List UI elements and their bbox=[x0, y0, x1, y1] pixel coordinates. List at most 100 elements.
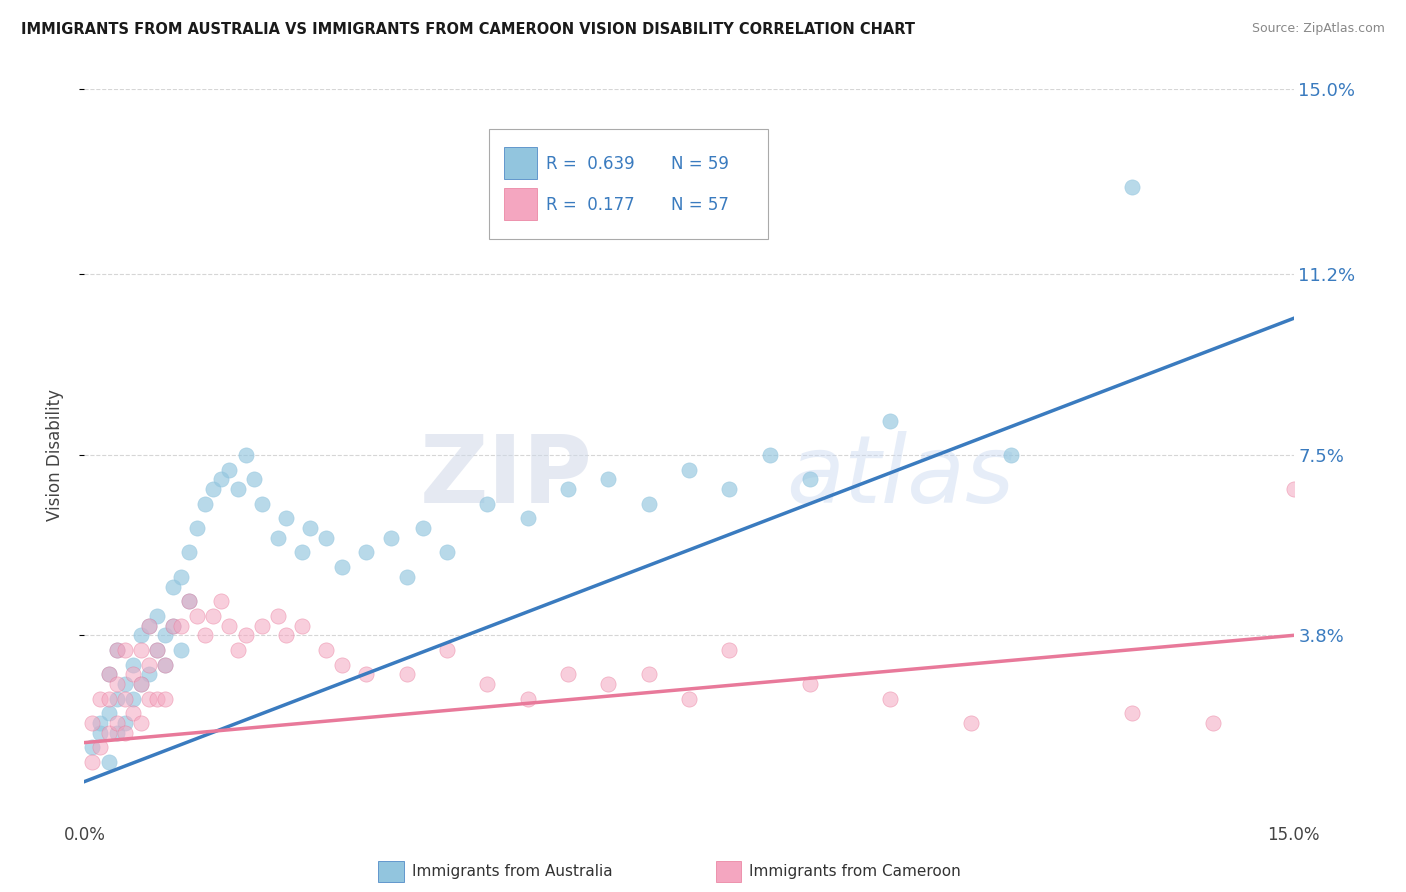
Point bbox=[97, 667, 120, 681]
Point bbox=[274, 511, 297, 525]
Point bbox=[477, 497, 499, 511]
Point bbox=[121, 657, 143, 672]
Point bbox=[678, 462, 700, 476]
FancyBboxPatch shape bbox=[489, 129, 768, 239]
Point bbox=[242, 472, 264, 486]
Point bbox=[436, 643, 458, 657]
Point bbox=[162, 580, 184, 594]
Point bbox=[146, 643, 169, 657]
Point bbox=[105, 691, 128, 706]
Point bbox=[114, 643, 136, 657]
Point bbox=[315, 643, 337, 657]
Point bbox=[274, 628, 297, 642]
Point bbox=[557, 667, 579, 681]
Point bbox=[1121, 179, 1143, 194]
Text: N = 57: N = 57 bbox=[671, 195, 728, 214]
Point bbox=[89, 716, 111, 731]
Point bbox=[105, 726, 128, 740]
Point bbox=[179, 594, 201, 608]
Point bbox=[89, 691, 111, 706]
Point bbox=[146, 691, 169, 706]
Point bbox=[477, 677, 499, 691]
Text: Immigrants from Australia: Immigrants from Australia bbox=[412, 864, 613, 879]
Point bbox=[226, 482, 249, 496]
Point bbox=[129, 628, 152, 642]
Point bbox=[267, 531, 290, 545]
Point bbox=[82, 755, 104, 769]
Point bbox=[186, 521, 208, 535]
Point bbox=[356, 667, 378, 681]
Point bbox=[129, 716, 152, 731]
Point bbox=[105, 643, 128, 657]
Point bbox=[138, 691, 160, 706]
Point bbox=[960, 716, 983, 731]
Point bbox=[97, 726, 120, 740]
Point bbox=[218, 618, 240, 632]
Point bbox=[97, 691, 120, 706]
Point bbox=[209, 472, 232, 486]
Point bbox=[179, 545, 201, 559]
Point bbox=[226, 643, 249, 657]
Point bbox=[250, 618, 273, 632]
Point bbox=[879, 691, 901, 706]
Point bbox=[356, 545, 378, 559]
Point bbox=[412, 521, 434, 535]
Point bbox=[718, 643, 741, 657]
Point bbox=[114, 716, 136, 731]
Point bbox=[153, 657, 176, 672]
Point bbox=[89, 726, 111, 740]
Point bbox=[1202, 716, 1225, 731]
Point bbox=[138, 667, 160, 681]
Point bbox=[516, 691, 538, 706]
Point bbox=[436, 545, 458, 559]
Point bbox=[129, 677, 152, 691]
Point bbox=[162, 618, 184, 632]
Point bbox=[97, 706, 120, 721]
Point bbox=[299, 521, 322, 535]
Point bbox=[380, 531, 402, 545]
Point bbox=[315, 531, 337, 545]
Point bbox=[1282, 482, 1305, 496]
Point bbox=[121, 667, 143, 681]
Point bbox=[153, 657, 176, 672]
Text: R =  0.177: R = 0.177 bbox=[547, 195, 636, 214]
Point bbox=[105, 677, 128, 691]
Point bbox=[678, 691, 700, 706]
Point bbox=[146, 608, 169, 623]
Point bbox=[114, 677, 136, 691]
Point bbox=[194, 628, 217, 642]
Point bbox=[235, 628, 257, 642]
Point bbox=[138, 618, 160, 632]
FancyBboxPatch shape bbox=[503, 188, 537, 220]
Point bbox=[395, 570, 418, 584]
Point bbox=[129, 643, 152, 657]
Text: R =  0.639: R = 0.639 bbox=[547, 155, 636, 173]
Point bbox=[598, 677, 620, 691]
Point bbox=[330, 657, 353, 672]
Point bbox=[114, 691, 136, 706]
Point bbox=[179, 594, 201, 608]
Point bbox=[1000, 448, 1022, 462]
Point bbox=[758, 448, 780, 462]
Point bbox=[82, 716, 104, 731]
Point bbox=[202, 482, 225, 496]
Point bbox=[879, 414, 901, 428]
Point bbox=[170, 643, 193, 657]
Point bbox=[170, 570, 193, 584]
Point bbox=[218, 462, 240, 476]
Point bbox=[129, 677, 152, 691]
Y-axis label: Vision Disability: Vision Disability bbox=[45, 389, 63, 521]
Text: Immigrants from Cameroon: Immigrants from Cameroon bbox=[749, 864, 962, 879]
Point bbox=[194, 497, 217, 511]
Point bbox=[89, 740, 111, 755]
Point bbox=[153, 628, 176, 642]
Text: IMMIGRANTS FROM AUSTRALIA VS IMMIGRANTS FROM CAMEROON VISION DISABILITY CORRELAT: IMMIGRANTS FROM AUSTRALIA VS IMMIGRANTS … bbox=[21, 22, 915, 37]
Point bbox=[97, 667, 120, 681]
Point bbox=[162, 618, 184, 632]
Point bbox=[637, 497, 659, 511]
Point bbox=[235, 448, 257, 462]
Point bbox=[146, 643, 169, 657]
Point bbox=[330, 560, 353, 574]
Point bbox=[121, 706, 143, 721]
Point bbox=[1121, 706, 1143, 721]
